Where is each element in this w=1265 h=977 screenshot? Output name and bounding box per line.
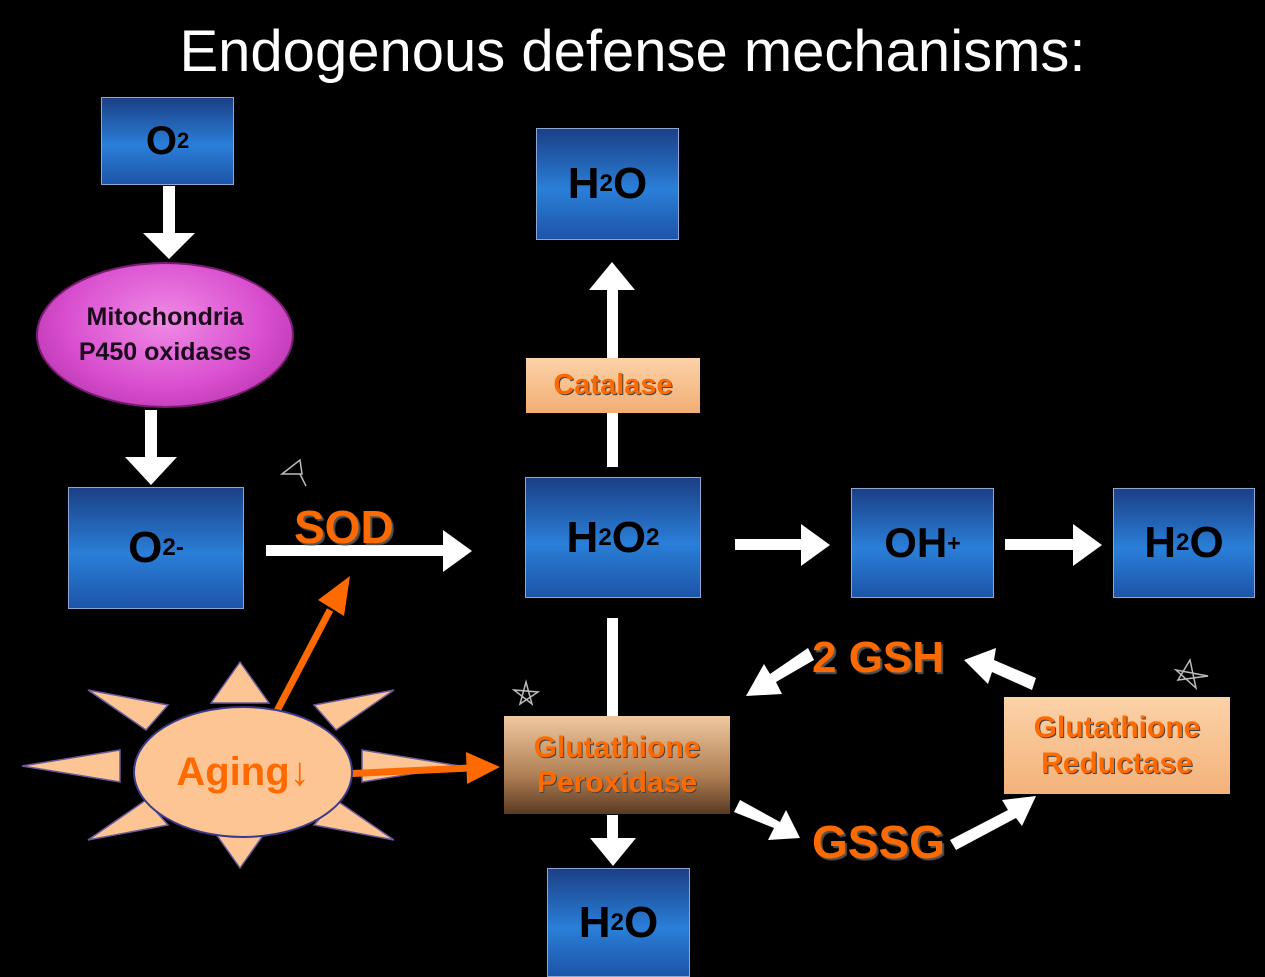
arrow-gssg-to-gr bbox=[950, 796, 1036, 850]
node-mitochondria: Mitochondria P450 oxidases bbox=[36, 262, 294, 408]
h2o2-h: H bbox=[566, 512, 599, 562]
gr-label-line1: Glutathione bbox=[1033, 711, 1201, 745]
hydroxyl-charge: + bbox=[947, 529, 961, 556]
arrow-gsh-to-gpx bbox=[746, 648, 814, 696]
arrow-o2-to-mito bbox=[143, 186, 195, 259]
h2o2-subscript-1: 2 bbox=[598, 523, 612, 551]
aging-sun-rays bbox=[21, 660, 461, 870]
h2o-right-subscript: 2 bbox=[1176, 529, 1190, 556]
h2o-bottom-h: H bbox=[578, 897, 611, 947]
arrow-aging-to-gpx bbox=[341, 752, 500, 784]
enzyme-sod: SOD bbox=[294, 501, 394, 553]
o2-subscript: 2 bbox=[176, 128, 190, 153]
node-hydroxyl: OH + bbox=[851, 488, 994, 598]
metabolite-gssg: GSSG bbox=[812, 816, 945, 868]
h2o-right-o: O bbox=[1189, 518, 1224, 567]
h2o-top-o: O bbox=[613, 159, 648, 208]
h2o2-o: O bbox=[611, 512, 646, 562]
arrow-gpx-to-gssg bbox=[734, 800, 800, 840]
annotation-scribble-sod bbox=[279, 458, 307, 487]
aging-label: Aging↓ bbox=[176, 750, 310, 794]
catalase-label: Catalase bbox=[553, 369, 673, 402]
arrow-hydroxyl-to-h2o bbox=[1005, 524, 1102, 566]
arrow-gr-to-gsh bbox=[964, 648, 1036, 690]
enzyme-glutathione-peroxidase: Glutathione Peroxidase bbox=[504, 716, 730, 814]
arrow-aging-to-sod bbox=[264, 576, 350, 730]
h2o-top-subscript: 2 bbox=[599, 170, 613, 197]
gr-label-line2: Reductase bbox=[1041, 746, 1193, 780]
gpx-label-line2: Peroxidase bbox=[536, 766, 698, 799]
arrow-catalase bbox=[589, 262, 635, 467]
enzyme-catalase: Catalase bbox=[526, 358, 700, 413]
hydroxyl-symbol: OH bbox=[884, 519, 948, 566]
arrow-h2o2-to-hydroxyl bbox=[735, 524, 830, 566]
annotation-star-gpx bbox=[511, 679, 541, 706]
o2-symbol: O bbox=[145, 118, 177, 163]
annotation-star-gr bbox=[1173, 657, 1209, 691]
superoxide-subscript: 2 bbox=[162, 534, 176, 561]
h2o-right-h: H bbox=[1144, 518, 1177, 567]
h2o-bottom-subscript: 2 bbox=[610, 908, 624, 936]
mito-label-line2: P450 oxidases bbox=[78, 338, 252, 366]
arrow-sod bbox=[266, 530, 472, 572]
page-title: Endogenous defense mechanisms: bbox=[179, 19, 1086, 84]
metabolite-gsh: 2 GSH bbox=[812, 633, 945, 682]
arrow-mito-to-superoxide bbox=[125, 410, 177, 485]
h2o-bottom-o: O bbox=[624, 897, 659, 947]
arrow-gpx-to-h2o bbox=[590, 618, 636, 866]
gpx-label-line1: Glutathione bbox=[533, 730, 701, 764]
superoxide-symbol: O bbox=[128, 523, 163, 572]
superoxide-charge: - bbox=[175, 534, 184, 561]
h2o-top-h: H bbox=[567, 159, 600, 208]
h2o2-subscript-2: 2 bbox=[646, 523, 660, 551]
enzyme-glutathione-reductase: Glutathione Reductase bbox=[1004, 697, 1230, 794]
mito-label-line1: Mitochondria bbox=[86, 303, 244, 331]
node-aging: Aging↓ bbox=[133, 706, 353, 838]
